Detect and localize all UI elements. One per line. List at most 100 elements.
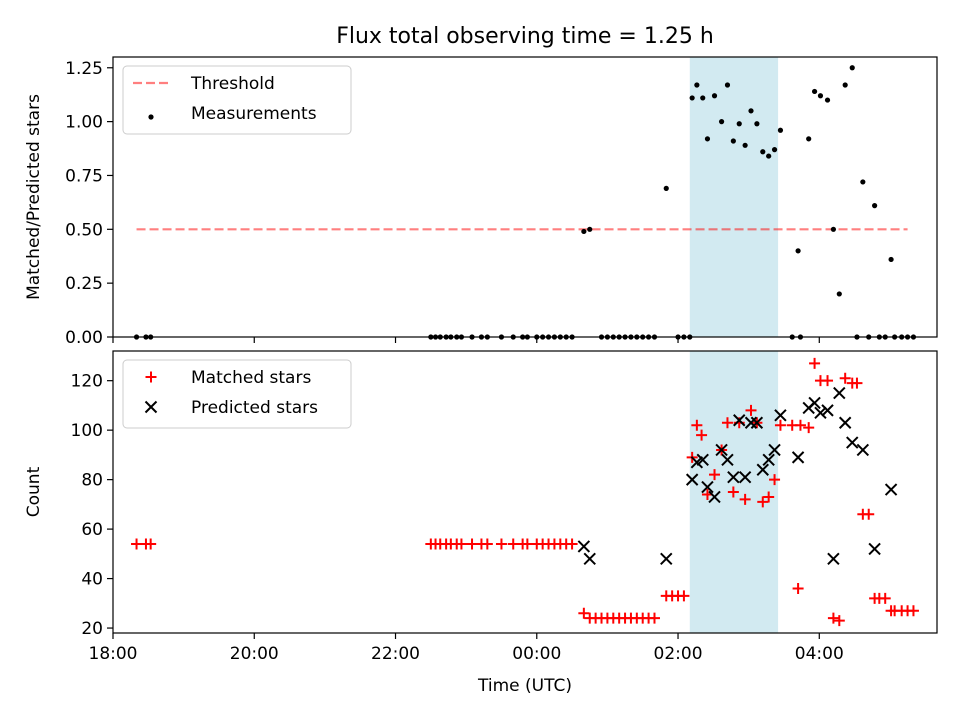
observing-window-shading <box>689 57 779 337</box>
data-point <box>709 469 721 481</box>
data-point <box>495 538 507 550</box>
legend-marker <box>148 114 154 120</box>
data-point <box>587 226 593 232</box>
data-point <box>660 552 673 565</box>
data-point <box>691 419 703 431</box>
legend-box <box>122 359 352 429</box>
data-point <box>685 473 699 486</box>
data-point <box>803 422 815 434</box>
data-point <box>762 453 775 467</box>
data-point <box>879 592 891 604</box>
data-point <box>838 416 852 429</box>
chart-title: Flux total observing time = 1.25 h <box>336 24 714 49</box>
y-tick-label: 0.75 <box>65 166 103 186</box>
data-point <box>836 291 842 297</box>
series-plus <box>131 357 919 627</box>
data-point <box>756 463 769 476</box>
data-point <box>507 538 519 550</box>
data-point <box>833 615 845 627</box>
bottom-panel-counts: 20 40 60 80 100 120 18:00 20:00 22:00 00:00 02:00 0… <box>24 350 938 696</box>
top-panel-ratio: 0.00 0.25 0.50 0.75 1.00 1.25 Matched/Predicte… <box>24 56 938 348</box>
x-tick-label: 04:00 <box>795 644 844 664</box>
data-point <box>760 149 766 155</box>
data-point <box>744 416 758 429</box>
data-point <box>696 453 709 467</box>
data-point <box>774 409 787 422</box>
data-point <box>748 108 754 114</box>
y-axis-label: Matched/Predicted stars <box>24 94 44 300</box>
data-point <box>704 136 711 142</box>
y-tick-label: 1.00 <box>65 113 103 133</box>
data-point <box>827 552 840 565</box>
y-tick-label: 80 <box>81 471 103 491</box>
data-point <box>583 552 596 565</box>
data-point <box>817 93 824 99</box>
legend-label: Measurements <box>191 104 317 124</box>
y-tick-label: 60 <box>81 520 103 540</box>
data-point <box>822 375 834 387</box>
data-point <box>711 93 718 99</box>
data-point <box>851 377 863 389</box>
data-point <box>455 538 467 550</box>
x-tick-label: 18:00 <box>89 644 138 664</box>
data-point <box>739 493 751 505</box>
data-point <box>846 436 859 449</box>
data-point <box>888 256 894 263</box>
data-point <box>771 147 778 153</box>
legend-label: Predicted stars <box>191 398 318 418</box>
data-point <box>721 417 733 429</box>
data-point <box>145 538 157 550</box>
x-tick-label: 02:00 <box>654 644 703 664</box>
data-point <box>809 357 821 369</box>
y-tick-label: 1.25 <box>65 59 103 79</box>
data-point <box>466 538 478 550</box>
data-point <box>814 406 827 420</box>
data-point <box>727 470 740 484</box>
data-point <box>791 451 805 464</box>
data-point <box>824 97 831 103</box>
data-point <box>481 538 493 550</box>
axes-frame <box>112 350 938 634</box>
data-point <box>521 538 533 550</box>
data-point <box>792 582 804 594</box>
data-point <box>696 429 708 441</box>
data-point <box>868 542 881 556</box>
data-point <box>566 538 578 550</box>
series-x <box>577 386 898 565</box>
data-point <box>763 491 775 503</box>
data-point <box>689 95 695 101</box>
legend-marker <box>144 400 158 414</box>
data-point <box>738 470 752 484</box>
data-point <box>715 443 728 457</box>
data-point <box>730 138 736 144</box>
data-point <box>884 483 898 496</box>
data-point <box>700 95 706 101</box>
axes-frame <box>112 56 938 338</box>
y-axis-label: Count <box>24 466 44 517</box>
legend: Matched stars Predicted stars <box>122 359 352 429</box>
data-point <box>750 416 764 429</box>
data-point <box>708 490 721 504</box>
data-point <box>721 453 734 467</box>
data-point <box>849 65 855 71</box>
data-point <box>872 203 878 209</box>
data-point <box>806 136 812 142</box>
data-point <box>769 474 781 486</box>
data-point <box>733 414 746 427</box>
data-point <box>794 419 806 431</box>
data-point <box>768 443 781 457</box>
data-point <box>766 153 772 159</box>
data-point <box>694 82 700 88</box>
data-point <box>131 538 143 550</box>
data-point <box>833 386 846 400</box>
data-point <box>648 612 660 624</box>
data-point <box>860 179 866 185</box>
x-tick-label: 00:00 <box>512 644 561 664</box>
data-point <box>856 443 870 457</box>
x-axis-label: Time (UTC) <box>477 676 572 696</box>
y-tick-label: 0.50 <box>65 220 103 240</box>
data-point <box>777 127 784 133</box>
data-point <box>842 82 848 88</box>
data-point <box>581 228 587 235</box>
